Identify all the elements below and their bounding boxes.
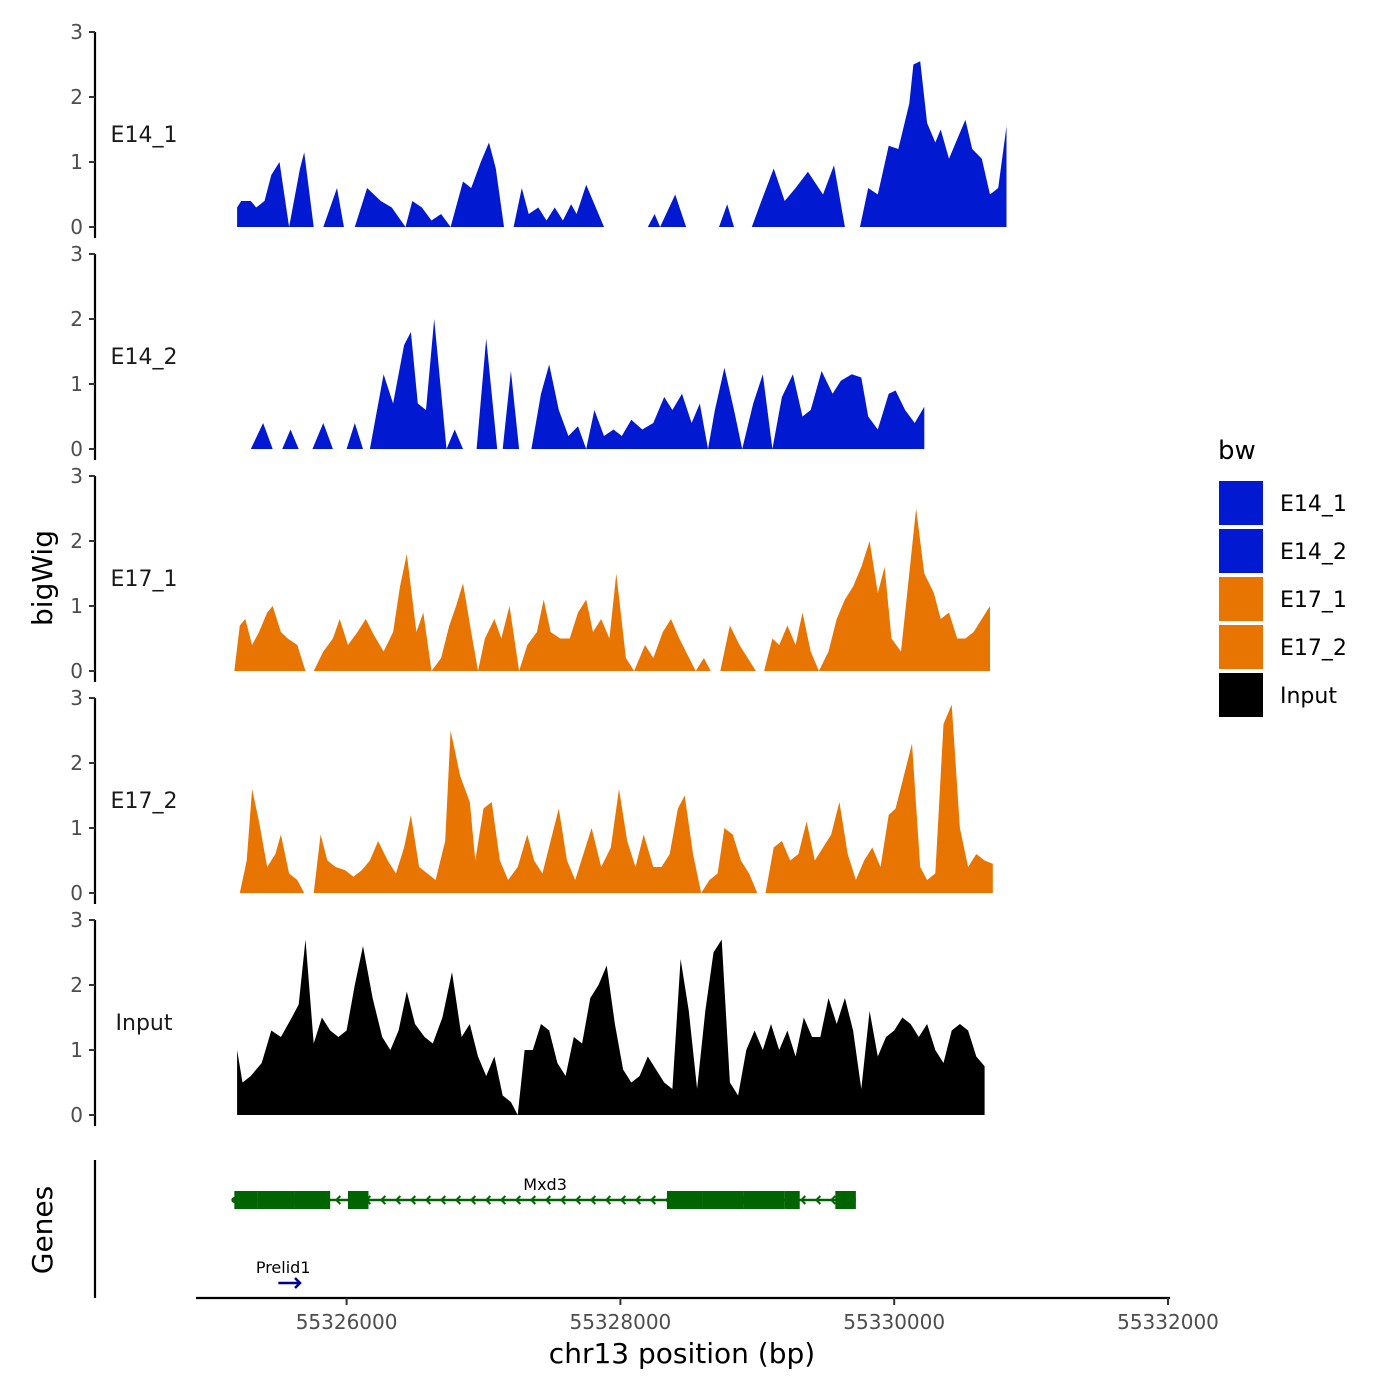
y-tick-label: 0 bbox=[70, 659, 83, 683]
signal-area-E14_1 bbox=[237, 61, 1007, 227]
legend-label: E14_1 bbox=[1280, 492, 1347, 517]
strand-arrow bbox=[294, 1277, 302, 1289]
y-tick-label: 2 bbox=[70, 529, 83, 553]
strand-arrow bbox=[409, 1195, 417, 1205]
y-tick-label: 0 bbox=[70, 881, 83, 905]
strand-arrow bbox=[454, 1195, 462, 1205]
legend-key-E17_1 bbox=[1217, 575, 1265, 623]
track-Input: 0 1 2 3 Input bbox=[70, 908, 985, 1127]
signal-area-E14_2 bbox=[250, 319, 925, 449]
strand-arrow bbox=[604, 1195, 612, 1205]
strand-arrow bbox=[334, 1195, 342, 1205]
strand-arrow bbox=[529, 1195, 537, 1205]
genes-axis-title: Genes bbox=[26, 1186, 59, 1274]
track-E17_2: 0 1 2 3 E17_2 bbox=[70, 686, 993, 905]
tracks-group: 0 1 2 3 E14_1 0 1 2 3 E14_2 0 1 2 3 E17_1 0 1 2 3 E17_2 0 1 2 3… bbox=[70, 20, 1007, 1127]
track-label: E14_1 bbox=[111, 123, 178, 148]
gene-label: Mxd3 bbox=[523, 1175, 567, 1194]
gene-exon bbox=[743, 1191, 785, 1209]
strand-arrow bbox=[829, 1195, 837, 1205]
legend-label: E17_2 bbox=[1280, 636, 1347, 661]
y-tick-label: 2 bbox=[70, 85, 83, 109]
legend-label: Input bbox=[1280, 684, 1337, 709]
x-tick-label: 55330000 bbox=[843, 1310, 945, 1334]
track-label: E17_1 bbox=[111, 567, 178, 592]
gene-start-dot bbox=[231, 1197, 238, 1203]
y-tick-label: 3 bbox=[70, 908, 83, 932]
gene-Mxd3: Mxd3 bbox=[231, 1175, 856, 1209]
strand-arrow bbox=[649, 1195, 657, 1205]
gene-exon bbox=[234, 1191, 258, 1209]
strand-arrow bbox=[499, 1195, 507, 1205]
strand-arrow bbox=[814, 1195, 822, 1205]
y-axis-title: bigWig bbox=[26, 530, 59, 626]
strand-arrow bbox=[589, 1195, 597, 1205]
strand-arrow bbox=[469, 1195, 477, 1205]
legend: bw E14_1 E14_2 E17_1 E17_2 Input bbox=[1217, 436, 1347, 719]
legend-key-Input bbox=[1217, 671, 1265, 719]
gene-exon bbox=[835, 1191, 856, 1209]
track-label: E14_2 bbox=[111, 345, 178, 370]
gene-exon bbox=[666, 1191, 703, 1209]
track-label: E17_2 bbox=[111, 789, 178, 814]
strand-arrow bbox=[424, 1195, 432, 1205]
y-tick-label: 0 bbox=[70, 437, 83, 461]
gene-exon bbox=[784, 1191, 800, 1209]
strand-arrow bbox=[484, 1195, 492, 1205]
track-E17_1: 0 1 2 3 E17_1 bbox=[70, 464, 991, 683]
legend-key-E14_2 bbox=[1217, 527, 1265, 575]
legend-key-E14_1 bbox=[1217, 479, 1265, 527]
strand-arrow bbox=[514, 1195, 522, 1205]
legend-label: E17_1 bbox=[1280, 588, 1347, 613]
track-E14_2: 0 1 2 3 E14_2 bbox=[70, 242, 925, 461]
gene-label: Prelid1 bbox=[256, 1258, 311, 1277]
strand-arrow bbox=[619, 1195, 627, 1205]
strand-arrow bbox=[379, 1195, 387, 1205]
signal-area-Input bbox=[237, 939, 985, 1115]
strand-arrow bbox=[394, 1195, 402, 1205]
x-tick-label: 55328000 bbox=[569, 1310, 671, 1334]
legend-label: E14_2 bbox=[1280, 540, 1347, 565]
y-tick-label: 1 bbox=[70, 1038, 83, 1062]
x-tick-label: 55332000 bbox=[1117, 1310, 1219, 1334]
gene-exon bbox=[257, 1191, 295, 1209]
strand-arrow bbox=[544, 1195, 552, 1205]
strand-arrow bbox=[559, 1195, 567, 1205]
strand-arrow bbox=[799, 1195, 807, 1205]
y-tick-label: 0 bbox=[70, 1103, 83, 1127]
y-tick-label: 1 bbox=[70, 594, 83, 618]
y-tick-label: 3 bbox=[70, 20, 83, 44]
y-tick-label: 3 bbox=[70, 464, 83, 488]
track-label: Input bbox=[116, 1011, 173, 1036]
track-E14_1: 0 1 2 3 E14_1 bbox=[70, 20, 1007, 239]
x-tick-label: 55326000 bbox=[296, 1310, 398, 1334]
x-axis: 55326000 55328000 55330000 55332000 bbox=[196, 1296, 1219, 1334]
legend-title: bw bbox=[1218, 436, 1256, 466]
gene-Prelid1: Prelid1 bbox=[256, 1258, 311, 1289]
strand-arrow bbox=[574, 1195, 582, 1205]
y-tick-label: 1 bbox=[70, 150, 83, 174]
strand-arrow bbox=[439, 1195, 447, 1205]
x-axis-title: chr13 position (bp) bbox=[549, 1337, 815, 1370]
gene-exon bbox=[702, 1191, 744, 1209]
y-tick-label: 1 bbox=[70, 372, 83, 396]
signal-area-E17_1 bbox=[234, 508, 991, 671]
y-tick-label: 1 bbox=[70, 816, 83, 840]
y-tick-label: 0 bbox=[70, 215, 83, 239]
gene-exon bbox=[294, 1191, 331, 1209]
legend-key-E17_2 bbox=[1217, 623, 1265, 671]
gene-exon bbox=[347, 1191, 369, 1209]
y-tick-label: 3 bbox=[70, 686, 83, 710]
y-tick-label: 2 bbox=[70, 307, 83, 331]
y-tick-label: 2 bbox=[70, 751, 83, 775]
y-tick-label: 3 bbox=[70, 242, 83, 266]
y-tick-label: 2 bbox=[70, 973, 83, 997]
genes-track: Mxd3 Prelid1 bbox=[93, 1160, 856, 1298]
strand-arrow bbox=[634, 1195, 642, 1205]
signal-area-E17_2 bbox=[239, 704, 993, 893]
